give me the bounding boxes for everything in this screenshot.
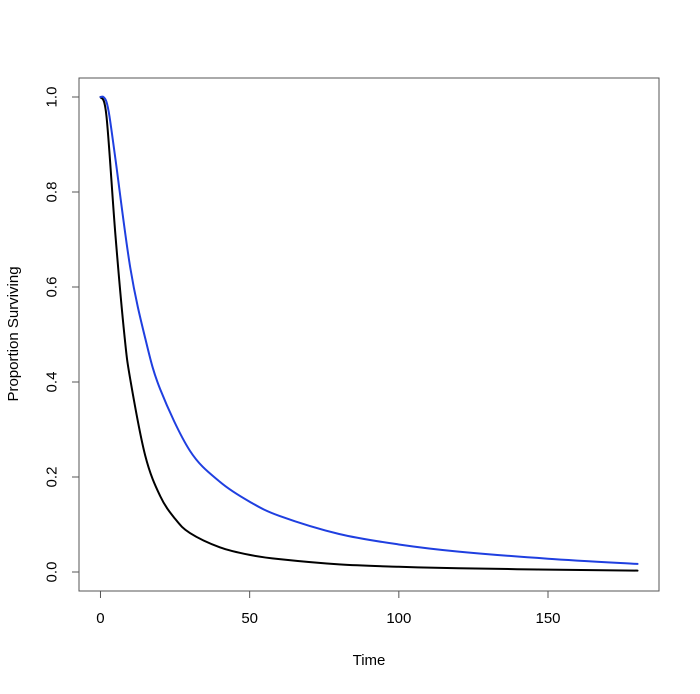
x-tick-label: 50 [241,610,258,627]
y-tick-label: 1.0 [44,87,61,108]
x-axis: 0 50 100 150 [96,590,561,627]
x-tick-label: 0 [96,610,104,627]
y-axis-label: Proportion Surviving [5,266,22,401]
x-tick-label: 150 [535,610,560,627]
y-axis: 0.0 0.2 0.4 0.6 0.8 1.0 [44,87,80,583]
y-tick-label: 0.2 [44,467,61,488]
x-tick-label: 100 [386,610,411,627]
series-line-1 [99,96,639,572]
series-line-2 [99,95,639,565]
series-layer [99,95,639,572]
y-tick-label: 0.0 [44,562,61,583]
y-tick-label: 0.4 [44,372,61,393]
plot-frame [78,77,660,592]
y-tick-label: 0.6 [44,277,61,298]
x-axis-label: Time [353,652,386,669]
y-tick-label: 0.8 [44,182,61,203]
